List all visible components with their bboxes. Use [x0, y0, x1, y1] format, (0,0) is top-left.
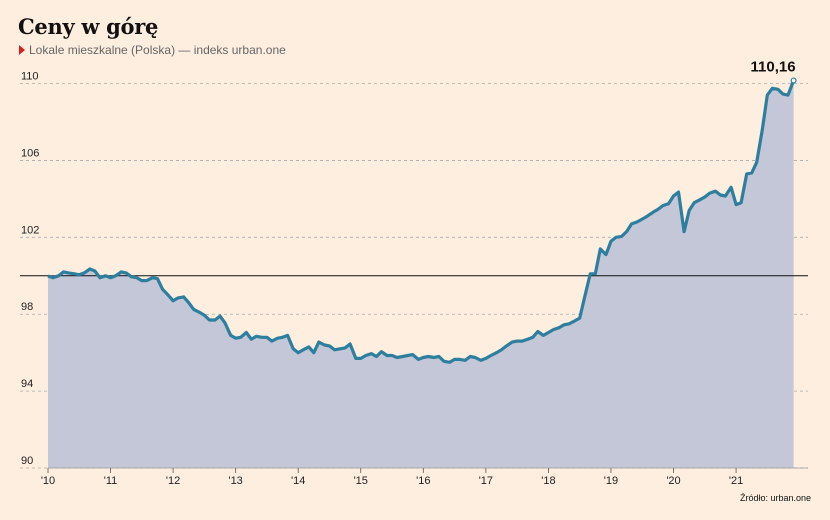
chart-title: Ceny w górę — [18, 14, 159, 39]
y-tick-label: 90 — [21, 455, 33, 467]
area-fill — [48, 80, 794, 468]
y-tick-label: 94 — [21, 378, 33, 390]
x-tick-label: '19 — [604, 475, 618, 487]
x-tick-label: '20 — [666, 475, 680, 487]
x-tick-label: '18 — [541, 475, 555, 487]
chart-subtitle: Lokale mieszkalne (Polska) — indeks urba… — [19, 43, 286, 57]
x-tick-label: '14 — [291, 475, 305, 487]
x-tick-label: '13 — [228, 475, 242, 487]
last-point-marker — [790, 77, 797, 84]
x-tick-label: '12 — [166, 475, 180, 487]
red-triangle-icon — [19, 45, 25, 55]
y-axis: 90 94 98 102 106 110 — [21, 71, 39, 467]
last-value-label: 110,16 — [751, 58, 796, 75]
y-tick-label: 106 — [21, 147, 39, 159]
y-tick-label: 102 — [21, 224, 39, 236]
x-tick-label: '21 — [729, 475, 743, 487]
y-tick-label: 98 — [21, 301, 33, 313]
x-axis: '10 '11 '12 '13 '14 '15 '16 '17 '18 '19 '20 '21 — [41, 467, 808, 487]
source-note: Źródło: urban.one — [739, 493, 811, 503]
y-tick-label: 110 — [21, 71, 39, 83]
x-tick-label: '16 — [416, 475, 430, 487]
x-tick-label: '11 — [104, 475, 118, 487]
series-line — [47, 79, 796, 364]
x-tick-label: '15 — [354, 475, 368, 487]
subtitle-text: Lokale mieszkalne (Polska) — indeks urba… — [29, 43, 286, 57]
x-tick-label: '17 — [479, 475, 493, 487]
x-tick-label: '10 — [41, 475, 55, 487]
